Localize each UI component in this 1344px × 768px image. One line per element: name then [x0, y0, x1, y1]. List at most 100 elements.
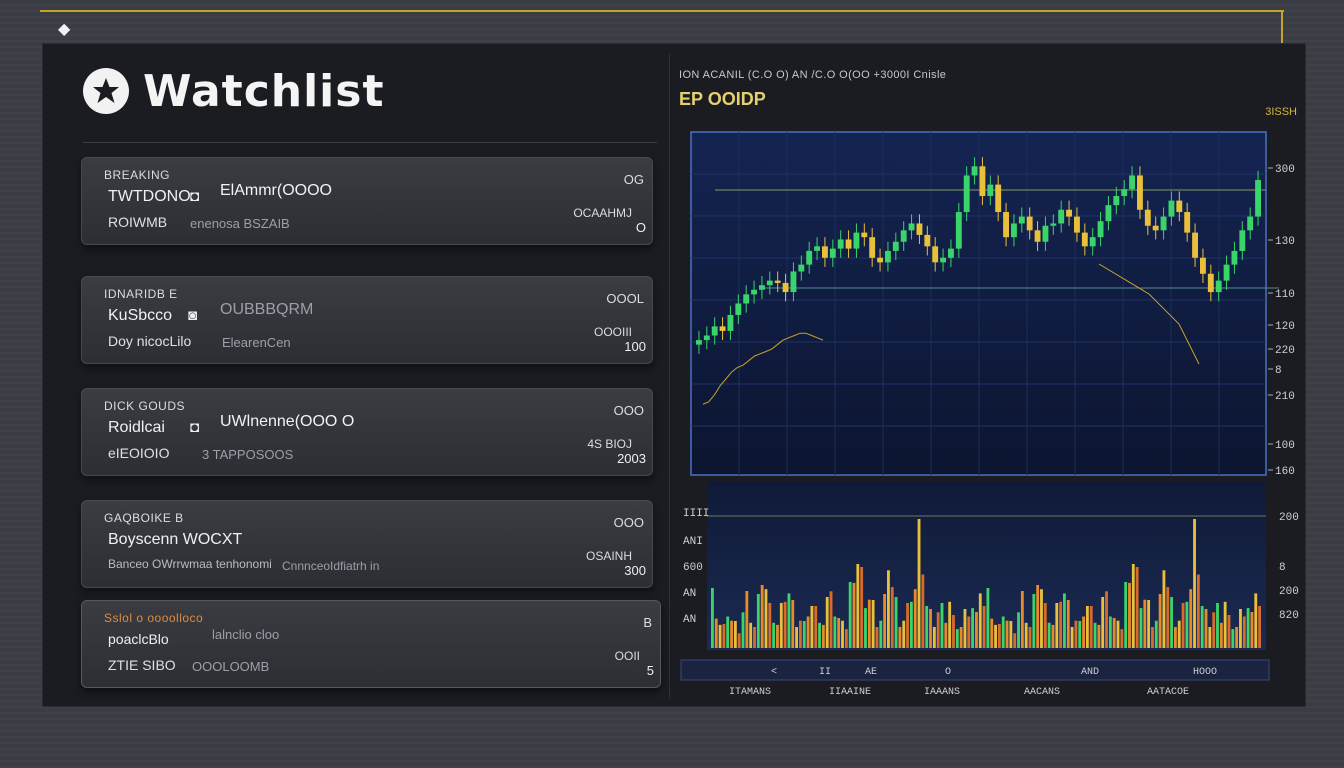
candle — [1089, 237, 1096, 247]
chart-summary-line: ION ACANIL (C.O O) AN /C.O O(OO +3000I C… — [679, 69, 947, 81]
price-axis-label: 300 — [1275, 164, 1295, 176]
card-header: IDNARIDB E — [104, 287, 178, 301]
card-change: OOII — [614, 649, 640, 663]
volume-bar — [944, 622, 948, 648]
volume-bar — [1120, 629, 1124, 648]
candles — [696, 157, 1261, 354]
date-label: AACANS — [1024, 687, 1060, 698]
volume-bar — [1250, 612, 1254, 648]
candle — [735, 303, 742, 315]
candle — [971, 166, 978, 176]
card-symbol: poaclcBlo — [108, 631, 169, 647]
volume-bar — [1017, 612, 1020, 648]
time-axis: < II AE O AND HOOO — [771, 667, 1217, 678]
volume-bar — [806, 616, 810, 648]
price-axis-label: 100 — [1275, 440, 1295, 452]
card-detail: ElearenCen — [222, 335, 291, 350]
chart-symbol-label: EP OOIDP — [679, 89, 766, 109]
card-chart-icon: ◘ — [190, 419, 200, 436]
candle — [1247, 216, 1254, 231]
volume-bar — [1223, 601, 1227, 648]
volume-bar — [768, 603, 772, 648]
candle — [1184, 212, 1191, 233]
volume-bar — [1193, 519, 1196, 648]
card-header: DICK GOUDS — [104, 399, 186, 413]
card-change: OCAAHMJ — [573, 206, 632, 220]
watchlist-card[interactable]: DICK GOUDS Roidlcai ◘ UWlnenne(OOO O eIE… — [81, 388, 653, 476]
price-axis-label: 8 — [1275, 365, 1282, 377]
volume-bar — [925, 606, 929, 648]
volume-bar — [871, 600, 875, 648]
price-axis-label: 210 — [1275, 391, 1295, 403]
volume-bar — [1009, 621, 1013, 648]
card-menu-label[interactable]: OOO — [613, 403, 644, 418]
watchlist-card-selected[interactable]: Sslol o oooolloco poaclcBlo lalnclio clo… — [81, 600, 661, 688]
watchlist-card[interactable]: IDNARIDB E KuSbcco ◙ OUBBBQRM Doy nicocL… — [81, 276, 653, 364]
ma-line — [702, 332, 824, 405]
volume-bar — [1020, 591, 1024, 648]
watchlist-card[interactable]: BREAKING TWTDONO ◘ ElAmmr(OOOO ROIWMB en… — [81, 157, 653, 245]
candle — [814, 246, 820, 251]
card-change: OSAINH — [585, 549, 632, 563]
card-subtitle: ROIWMB — [108, 214, 168, 230]
candle — [719, 326, 726, 331]
card-price: OUBBBQRM — [220, 301, 314, 318]
candle — [837, 239, 844, 249]
candle — [955, 212, 962, 249]
card-menu-label[interactable]: OOO — [613, 515, 644, 530]
volume-bar — [810, 606, 814, 648]
volume-bar — [1151, 627, 1154, 648]
candle — [1152, 225, 1159, 231]
date-label: ITAMANS — [729, 687, 771, 698]
candle — [1200, 257, 1206, 274]
card-subtitle: Doy nicocLilo — [108, 333, 192, 349]
price-axis-label: 220 — [1275, 345, 1295, 357]
volume-bar — [733, 621, 737, 648]
candle — [1223, 264, 1230, 281]
candle — [987, 184, 994, 197]
card-price: ElAmmr(OOOO — [220, 182, 332, 199]
card-value: 100 — [624, 339, 646, 354]
volume-bar — [1200, 606, 1204, 648]
candle — [1144, 209, 1151, 226]
candle — [1026, 216, 1033, 231]
volume-bar — [1089, 606, 1093, 648]
candle — [940, 257, 946, 263]
chart-interval-label[interactable]: 3ISSH — [1265, 106, 1297, 118]
candle — [1215, 280, 1222, 293]
card-menu-label[interactable]: B — [643, 615, 652, 630]
volume-bar — [730, 620, 733, 648]
volume-bar — [1055, 603, 1059, 648]
volume-left-label: ANI — [683, 536, 703, 548]
candle — [892, 241, 899, 251]
watchlist-card[interactable]: GAQBOIKE B Boyscenn WOCXT Banceo OWrrwma… — [81, 500, 653, 588]
volume-bar — [1235, 627, 1239, 648]
candle — [1113, 196, 1120, 206]
volume-bar — [894, 597, 898, 648]
volume-bar — [1166, 587, 1170, 648]
candle — [1121, 189, 1128, 197]
chart-panel: ION ACANIL (C.O O) AN /C.O O(OO +3000I C… — [679, 44, 1305, 706]
card-symbol: KuSbcco — [108, 307, 173, 324]
time-scrollbar[interactable] — [680, 659, 1270, 681]
watchlist-panel: Watchlist BREAKING TWTDONO ◘ ElAmmr(OOOO… — [43, 44, 669, 706]
candle — [1074, 216, 1080, 233]
date-label: IIAAINE — [829, 687, 871, 698]
card-detail: 3 TAPPOSOOS — [202, 447, 294, 462]
candle — [1239, 230, 1246, 251]
price-chart[interactable]: 30013011012022082101001602008200820IIIIA… — [679, 124, 1305, 704]
volume-bar — [814, 606, 818, 648]
volume-bar — [1013, 633, 1017, 648]
volume-bar — [929, 609, 932, 648]
date-axis: ITAMANS IIAAINE IAAANS AACANS AATACOE — [729, 687, 1189, 698]
card-menu-label[interactable]: OG — [623, 172, 644, 187]
volume-bar — [1085, 606, 1089, 648]
volume-bar — [856, 564, 860, 648]
card-symbol: Boyscenn WOCXT — [108, 531, 243, 548]
card-menu-label[interactable]: OOOL — [606, 291, 644, 306]
candle — [1137, 175, 1143, 210]
volume-bar — [997, 624, 1001, 648]
volume-bar — [1227, 615, 1231, 648]
volume-bar — [1097, 624, 1101, 648]
volume-bar — [1028, 627, 1032, 648]
